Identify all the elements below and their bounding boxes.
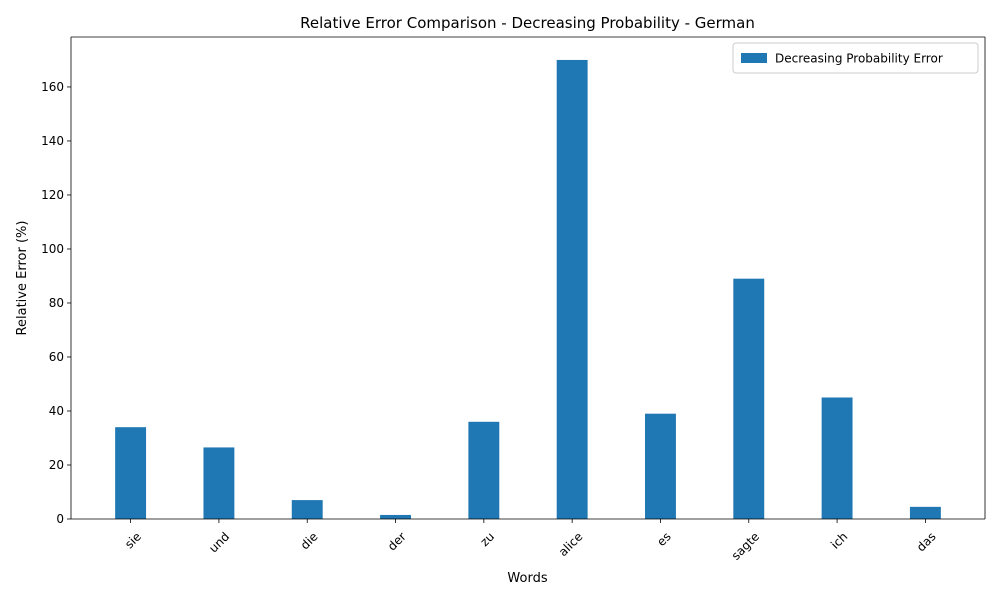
bar-zu <box>468 421 500 519</box>
y-tick-label: 160 <box>41 80 64 94</box>
y-tick-label: 100 <box>41 242 64 256</box>
y-tick-label: 140 <box>41 134 64 148</box>
bar-sagte <box>733 278 765 519</box>
bar-alice <box>556 59 588 519</box>
bar-ich <box>821 397 853 519</box>
y-axis-label: Relative Error (%) <box>15 221 30 336</box>
legend: Decreasing Probability Error <box>732 42 979 74</box>
y-tick-label: 120 <box>41 188 64 202</box>
chart-title: Relative Error Comparison - Decreasing P… <box>300 14 755 32</box>
bar-die <box>291 500 323 519</box>
y-tick-label: 0 <box>56 512 64 526</box>
legend-label: Decreasing Probability Error <box>775 52 943 66</box>
legend-box <box>732 42 979 74</box>
y-tick-label: 80 <box>49 296 64 310</box>
legend-swatch <box>741 53 767 63</box>
y-tick-label: 40 <box>49 404 64 418</box>
bar-und <box>203 447 235 519</box>
bar-das <box>909 506 941 519</box>
bar-der <box>380 514 411 519</box>
y-tick-label: 60 <box>49 350 64 364</box>
y-tick-label: 20 <box>49 458 64 472</box>
bar-es <box>645 413 676 519</box>
bar-sie <box>115 427 147 519</box>
x-axis-label: Words <box>507 571 547 586</box>
